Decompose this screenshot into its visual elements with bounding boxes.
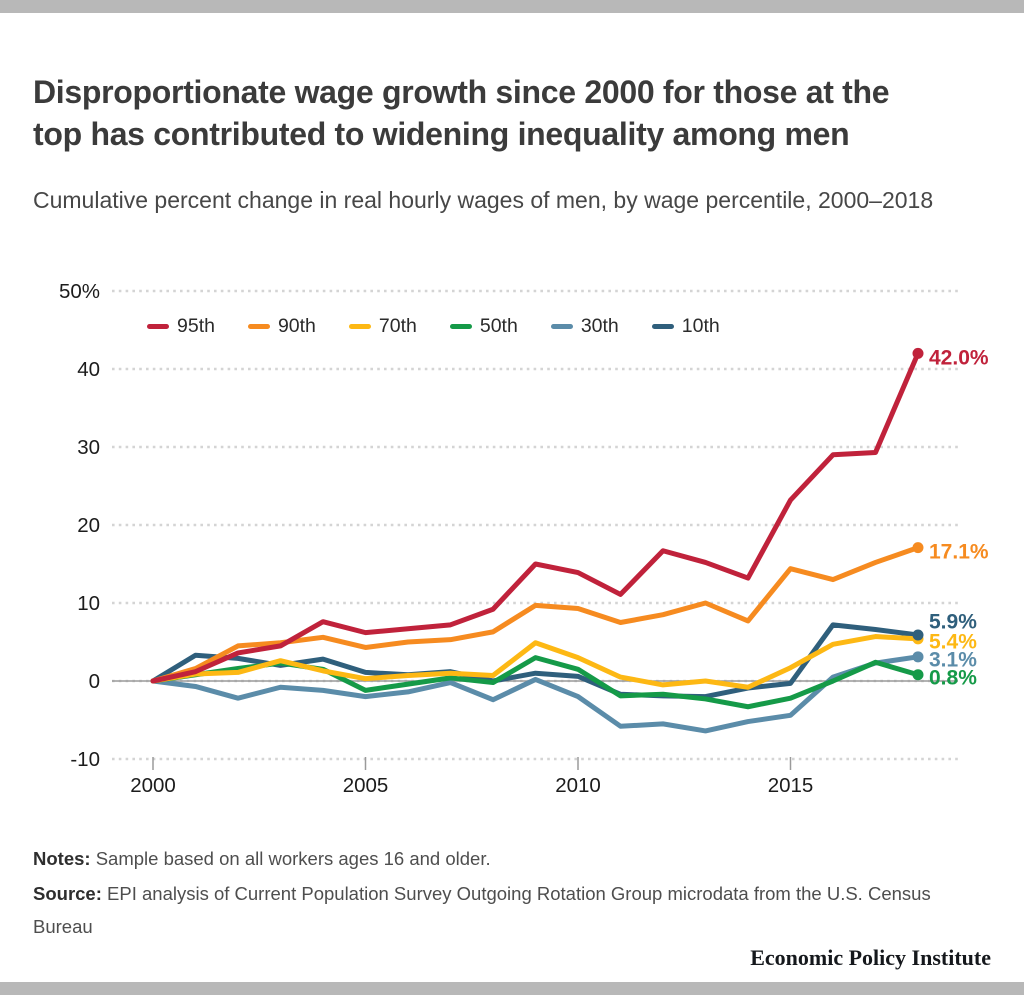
legend-label-95th: 95th	[177, 315, 215, 337]
source-label: Source:	[33, 883, 102, 904]
series-end-dot-90th	[912, 542, 924, 554]
source-text: Source: EPI analysis of Current Populati…	[33, 877, 978, 943]
notes-body: Sample based on all workers ages 16 and …	[95, 848, 491, 869]
series-line-30th	[150, 654, 921, 734]
notes-text: Notes: Sample based on all workers ages …	[33, 842, 978, 875]
legend-item-90th: 90th	[247, 315, 316, 338]
legend-item-50th: 50th	[449, 315, 518, 338]
chart-title: Disproportionate wage growth since 2000 …	[33, 74, 890, 153]
y-tick-label-50: 50%	[59, 280, 100, 303]
series-end-label-90th: 17.1%	[929, 541, 989, 564]
series-line-70th	[150, 634, 921, 690]
legend-label-10th: 10th	[681, 315, 720, 337]
x-tick-label-2000: 2000	[130, 774, 176, 797]
legend-label-90th: 90th	[277, 315, 316, 337]
series-end-label-10th: 5.9%	[929, 610, 977, 633]
series-end-dot-30th	[912, 651, 924, 663]
legend-label-50th: 50th	[479, 315, 518, 337]
y-tick-label--10: -10	[70, 748, 100, 771]
y-tick-label-10: 10	[77, 592, 100, 615]
series-end-label-95th: 42.0%	[929, 346, 989, 369]
legend-item-70th: 70th	[348, 315, 417, 338]
series-end-label-50th: 0.8%	[929, 666, 977, 689]
legend-swatch-30th	[550, 324, 573, 329]
x-tick-label-2015: 2015	[768, 774, 814, 797]
chart-area: 50% 40 30 20 10 0 -10 2000 2005 2010 2015 42.0% 17.1…	[0, 260, 1024, 820]
series-end-dot-10th	[912, 629, 924, 641]
legend-label-30th: 30th	[580, 315, 619, 337]
legend-swatch-50th	[449, 324, 472, 329]
series-line-95th	[150, 350, 921, 684]
legend-swatch-10th	[651, 324, 674, 329]
y-tick-label-30: 30	[77, 436, 100, 459]
notes-label: Notes:	[33, 848, 91, 869]
legend-label-70th: 70th	[378, 315, 417, 337]
y-tick-label-40: 40	[77, 358, 100, 381]
legend-item-10th: 10th	[651, 315, 720, 338]
series-end-dot-95th	[912, 347, 924, 359]
source-body: EPI analysis of Current Population Surve…	[33, 883, 931, 937]
series-line-90th	[150, 545, 921, 684]
epi-logo-text: Economic Policy Institute	[750, 945, 991, 970]
legend-item-30th: 30th	[550, 315, 619, 338]
bottom-gray-bar	[0, 982, 1024, 995]
x-tick-label-2010: 2010	[555, 774, 601, 797]
y-tick-label-0: 0	[89, 670, 100, 693]
x-tick-label-2005: 2005	[343, 774, 389, 797]
chart-subtitle: Cumulative percent change in real hourly…	[33, 187, 934, 213]
series-end-label-30th: 3.1%	[929, 648, 977, 671]
y-tick-label-20: 20	[77, 514, 100, 537]
series-end-label-70th: 5.4%	[929, 630, 977, 653]
series-end-dot-50th	[912, 669, 924, 681]
legend-item-95th: 95th	[147, 315, 215, 338]
legend-swatch-90th	[247, 324, 270, 329]
legend-swatch-95th	[147, 324, 169, 329]
chart-legend: 95th 90th 70th 50th 30th 10th	[147, 315, 720, 338]
legend-swatch-70th	[348, 324, 371, 329]
top-gray-bar	[0, 0, 1024, 13]
